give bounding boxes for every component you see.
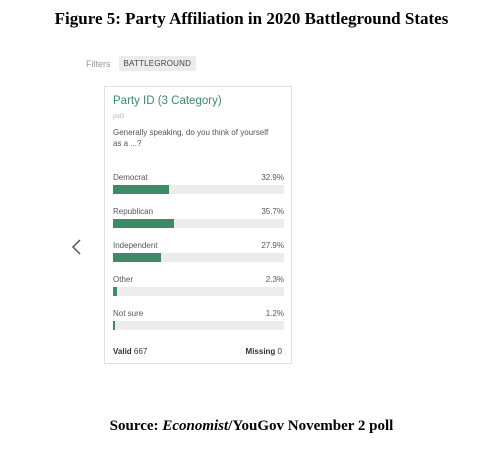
response-value: 2.3%: [265, 275, 284, 284]
valid-count: Valid 667: [113, 347, 147, 356]
response-bar-track: [113, 219, 284, 228]
question-text: Generally speaking, do you think of your…: [113, 128, 269, 148]
response-bar-fill: [113, 253, 161, 262]
question-card: Party ID (3 Category) pid3 Generally spe…: [104, 86, 292, 364]
response-label: Republican: [113, 207, 154, 216]
source-publication: Economist: [162, 418, 229, 434]
response-bar-fill: [113, 185, 170, 194]
response-bar-track: [113, 185, 284, 194]
chevron-left-icon[interactable]: [70, 238, 84, 256]
source-prefix: Source:: [109, 418, 163, 434]
valid-label: Valid: [113, 347, 132, 356]
missing-number: 0: [277, 347, 282, 356]
missing-count: Missing 0: [246, 347, 282, 356]
card-title: Party ID (3 Category): [113, 95, 222, 107]
response-bar-track: [113, 253, 284, 262]
figure-title: Figure 5: Party Affiliation in 2020 Batt…: [54, 9, 449, 28]
response-label: Democrat: [113, 173, 148, 182]
question-code: pid3: [113, 114, 125, 120]
response-label: Other: [113, 275, 134, 284]
response-value: 1.2%: [265, 309, 284, 318]
response-bar-fill: [113, 321, 116, 330]
filters-bar: Filters BATTLEGROUND: [86, 56, 197, 71]
missing-label: Missing: [245, 347, 276, 356]
response-label: Not sure: [113, 309, 144, 318]
source-suffix: /YouGov November 2 poll: [228, 418, 394, 434]
response-value: 32.9%: [261, 173, 284, 182]
response-value: 35.7%: [261, 207, 284, 216]
response-value: 27.9%: [261, 241, 284, 250]
response-bar-track: [113, 321, 284, 330]
response-bar-track: [113, 287, 284, 296]
filter-chip-battleground[interactable]: BATTLEGROUND: [118, 56, 197, 71]
source-note: Source: Economist/YouGov November 2 poll: [0, 418, 503, 435]
response-label: Independent: [113, 241, 158, 250]
response-bar-fill: [113, 287, 117, 296]
filters-label: Filters: [86, 58, 111, 69]
response-bar-fill: [113, 219, 175, 228]
valid-number: 667: [133, 347, 148, 356]
